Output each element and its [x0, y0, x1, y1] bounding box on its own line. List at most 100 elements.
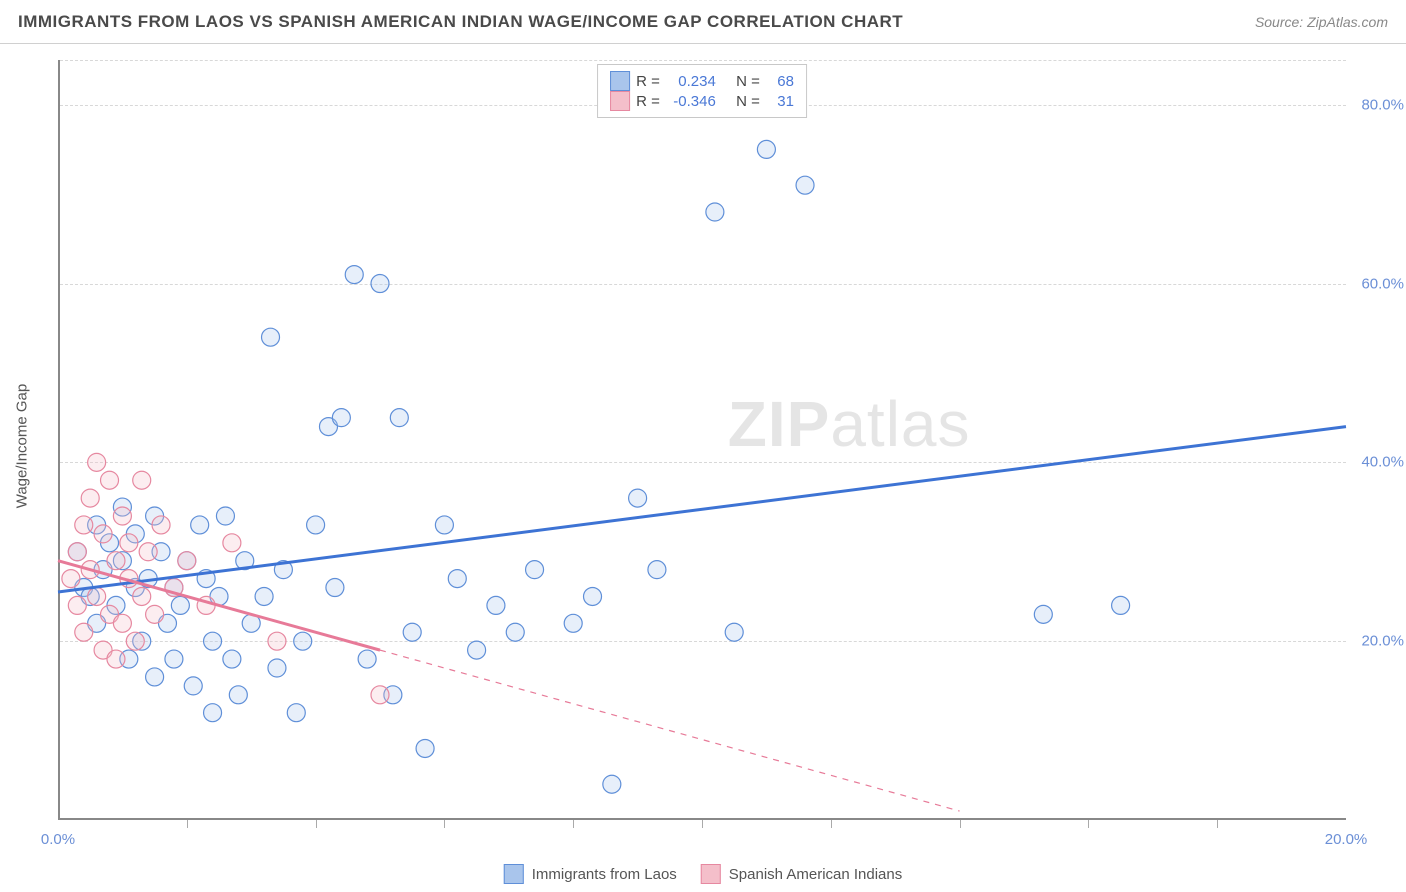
data-point — [262, 328, 280, 346]
legend-n-label: N = — [736, 73, 760, 90]
legend-swatch — [610, 91, 630, 111]
data-point — [468, 641, 486, 659]
data-point — [165, 650, 183, 668]
data-point — [107, 552, 125, 570]
data-point — [223, 534, 241, 552]
data-point — [332, 409, 350, 427]
series-legend-label: Immigrants from Laos — [532, 866, 677, 883]
data-point — [255, 587, 273, 605]
y-tick-label: 40.0% — [1352, 454, 1404, 471]
y-tick-label: 60.0% — [1352, 275, 1404, 292]
data-point — [204, 632, 222, 650]
data-point — [435, 516, 453, 534]
data-point — [390, 409, 408, 427]
plot-area: ZIPatlas R =0.234 N =68R =-0.346 N =31 2… — [58, 60, 1346, 820]
data-point — [287, 704, 305, 722]
data-point — [403, 623, 421, 641]
data-point — [358, 650, 376, 668]
data-point — [307, 516, 325, 534]
source-name: ZipAtlas.com — [1307, 14, 1388, 30]
y-tick-label: 80.0% — [1352, 96, 1404, 113]
data-point — [146, 668, 164, 686]
data-point — [133, 471, 151, 489]
chart-title: IMMIGRANTS FROM LAOS VS SPANISH AMERICAN… — [18, 12, 903, 32]
data-point — [371, 686, 389, 704]
legend-n-value: 68 — [766, 73, 794, 90]
data-point — [113, 507, 131, 525]
data-point — [133, 587, 151, 605]
series-legend-item: Immigrants from Laos — [504, 864, 677, 884]
x-tick-label: 20.0% — [1325, 831, 1368, 848]
stats-legend-row: R =-0.346 N =31 — [610, 91, 794, 111]
data-point — [191, 516, 209, 534]
series-legend-item: Spanish American Indians — [701, 864, 902, 884]
y-tick-label: 20.0% — [1352, 633, 1404, 650]
legend-swatch — [610, 71, 630, 91]
data-point — [146, 605, 164, 623]
data-point — [229, 686, 247, 704]
data-point — [1112, 596, 1130, 614]
data-point — [68, 543, 86, 561]
legend-n-label: N = — [736, 93, 760, 110]
data-point — [75, 516, 93, 534]
legend-swatch — [701, 864, 721, 884]
legend-r-value: 0.234 — [666, 73, 716, 90]
legend-n-value: 31 — [766, 93, 794, 110]
data-point — [88, 453, 106, 471]
scatter-svg — [58, 60, 1346, 820]
data-point — [171, 596, 189, 614]
data-point — [139, 543, 157, 561]
data-point — [223, 650, 241, 668]
data-point — [796, 176, 814, 194]
x-tick-mark — [960, 820, 961, 828]
data-point — [1034, 605, 1052, 623]
data-point — [526, 561, 544, 579]
x-tick-mark — [1217, 820, 1218, 828]
legend-r-label: R = — [636, 93, 660, 110]
data-point — [113, 614, 131, 632]
data-point — [88, 587, 106, 605]
data-point — [326, 579, 344, 597]
data-point — [706, 203, 724, 221]
data-point — [152, 516, 170, 534]
data-point — [603, 775, 621, 793]
stats-legend-row: R = 0.234 N = 68 — [610, 71, 794, 91]
data-point — [216, 507, 234, 525]
stats-legend-box: R =0.234 N =68R =-0.346 N =31 — [597, 64, 807, 118]
data-point — [204, 704, 222, 722]
data-point — [448, 570, 466, 588]
data-point — [126, 632, 144, 650]
data-point — [184, 677, 202, 695]
data-point — [178, 552, 196, 570]
x-tick-mark — [573, 820, 574, 828]
data-point — [487, 596, 505, 614]
data-point — [506, 623, 524, 641]
data-point — [725, 623, 743, 641]
data-point — [107, 650, 125, 668]
series-legend-label: Spanish American Indians — [729, 866, 902, 883]
data-point — [564, 614, 582, 632]
x-tick-mark — [187, 820, 188, 828]
data-point — [648, 561, 666, 579]
x-tick-mark — [831, 820, 832, 828]
data-point — [268, 659, 286, 677]
source-attribution: Source: ZipAtlas.com — [1255, 14, 1388, 30]
legend-r-label: R = — [636, 73, 660, 90]
data-point — [345, 266, 363, 284]
data-point — [75, 623, 93, 641]
x-tick-mark — [702, 820, 703, 828]
trend-line-solid — [58, 427, 1346, 592]
series-legend: Immigrants from Laos Spanish American Ind… — [504, 864, 902, 884]
data-point — [371, 275, 389, 293]
data-point — [94, 525, 112, 543]
data-point — [81, 489, 99, 507]
title-bar: IMMIGRANTS FROM LAOS VS SPANISH AMERICAN… — [0, 0, 1406, 44]
data-point — [416, 739, 434, 757]
x-tick-mark — [444, 820, 445, 828]
data-point — [629, 489, 647, 507]
data-point — [294, 632, 312, 650]
legend-swatch — [504, 864, 524, 884]
data-point — [268, 632, 286, 650]
source-label: Source: — [1255, 14, 1303, 30]
data-point — [584, 587, 602, 605]
